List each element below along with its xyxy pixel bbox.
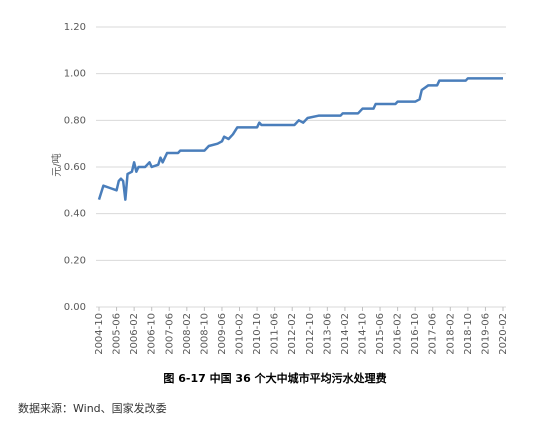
x-tick-label: 2006-02 (129, 313, 140, 355)
x-tick-label: 2013-06 (322, 313, 333, 355)
y-tick-label: 1.20 (64, 22, 86, 33)
x-tick-label: 2012-02 (287, 313, 298, 355)
x-tick-label: 2019-06 (480, 313, 491, 355)
x-tick-label: 2008-10 (199, 313, 210, 355)
x-tick-label: 2004-10 (94, 313, 105, 355)
x-tick-label: 2009-06 (217, 313, 228, 355)
x-tick-label: 2018-02 (445, 313, 456, 355)
x-tick-label: 2010-10 (252, 313, 263, 355)
y-tick-label: 0.40 (64, 209, 86, 220)
x-tick-label: 2018-10 (463, 313, 474, 355)
x-tick-label: 2016-02 (393, 313, 404, 355)
x-tick-label: 2008-02 (182, 313, 193, 355)
x-tick-label: 2020-02 (498, 313, 509, 355)
x-tick-label: 2014-10 (357, 313, 368, 355)
x-tick-label: 2014-02 (340, 313, 351, 355)
x-tick-label: 2015-06 (375, 313, 386, 355)
x-tick-label: 2006-10 (147, 313, 158, 355)
x-tick-label: 2012-10 (305, 313, 316, 355)
y-tick-label: 1.00 (64, 69, 86, 80)
x-tick-label: 2016-10 (410, 313, 421, 355)
y-tick-label: 0.20 (64, 255, 86, 266)
x-tick-label: 2007-06 (164, 313, 175, 355)
x-tick-label: 2011-06 (270, 313, 281, 355)
y-tick-label: 0.00 (64, 302, 86, 313)
y-tick-label: 0.60 (64, 162, 86, 173)
x-tick-label: 2017-06 (428, 313, 439, 355)
data-line (97, 77, 503, 201)
y-tick-label: 0.80 (64, 115, 86, 126)
x-tick-label: 2010-02 (235, 313, 246, 355)
chart-title: 图 6-17 中国 36 个大中城市平均污水处理费 (163, 371, 386, 385)
x-tick-label: 2005-06 (112, 313, 123, 355)
y-axis-label: 元/吨 (50, 153, 63, 176)
source-note: 数据来源：Wind、国家发改委 (18, 401, 167, 415)
